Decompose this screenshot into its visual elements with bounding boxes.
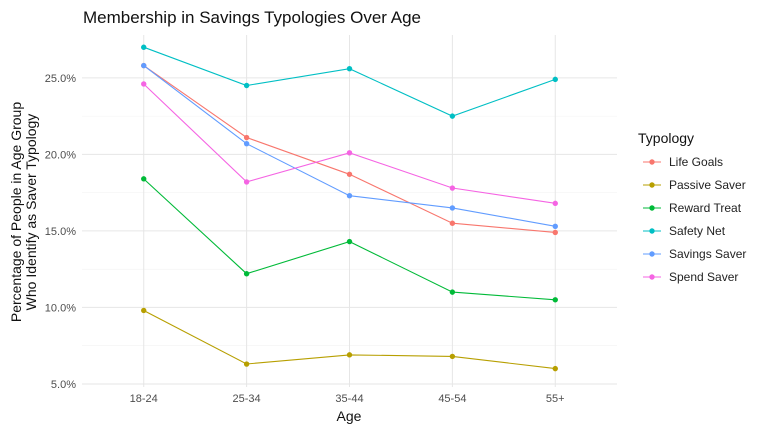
y-tick-label: 10.0% xyxy=(45,302,76,314)
x-axis-title: Age xyxy=(337,408,362,424)
chart-title: Membership in Savings Typologies Over Ag… xyxy=(83,8,421,27)
legend-key-point xyxy=(649,228,655,234)
series-savings-saver xyxy=(141,62,558,230)
legend-label: Reward Treat xyxy=(669,201,742,215)
legend-item: Savings Saver xyxy=(643,247,746,261)
data-point xyxy=(141,307,147,314)
legend-item: Passive Saver xyxy=(643,178,746,192)
legend-label: Savings Saver xyxy=(669,247,746,261)
x-tick-label: 55+ xyxy=(546,393,565,405)
legend-key-point xyxy=(649,159,655,165)
data-point xyxy=(243,140,250,147)
data-point xyxy=(141,62,147,69)
data-point xyxy=(552,76,558,83)
series-lines xyxy=(141,44,558,372)
y-tick-label: 5.0% xyxy=(51,379,76,391)
data-point xyxy=(449,289,456,295)
data-point xyxy=(449,185,456,191)
data-point xyxy=(346,65,353,72)
series-passive-saver xyxy=(141,307,558,372)
data-point xyxy=(346,171,353,177)
y-tick-label: 15.0% xyxy=(45,226,76,238)
y-axis-title-line-2: Who Identify as Saver Typology xyxy=(23,114,39,311)
series-safety-net xyxy=(141,44,558,119)
data-point xyxy=(449,113,456,119)
data-point xyxy=(141,81,147,87)
data-point xyxy=(243,134,250,141)
data-point xyxy=(243,361,250,367)
legend-item: Safety Net xyxy=(643,224,726,238)
x-tick-label: 35-44 xyxy=(335,393,363,405)
data-point xyxy=(243,82,250,89)
legend-item: Reward Treat xyxy=(643,201,742,215)
legend-label: Spend Saver xyxy=(669,270,738,284)
data-point xyxy=(346,150,353,156)
data-point xyxy=(141,176,147,182)
legend-label: Safety Net xyxy=(669,224,726,238)
data-point xyxy=(552,297,558,303)
data-point xyxy=(449,220,456,226)
legend-label: Life Goals xyxy=(669,155,723,169)
y-tick-label: 20.0% xyxy=(45,149,76,161)
legend-item: Spend Saver xyxy=(643,270,738,284)
axis-ticks: 5.0% 10.0% 15.0% 20.0% 25.0% 18-24 25-34 35-44 4… xyxy=(45,73,565,405)
data-point xyxy=(552,365,558,372)
legend-key-point xyxy=(649,274,655,280)
series-spend-saver xyxy=(141,81,558,207)
data-point xyxy=(346,352,353,358)
y-tick-label: 25.0% xyxy=(45,73,76,85)
data-point xyxy=(243,271,250,277)
data-point xyxy=(552,229,558,236)
legend-key-point xyxy=(649,251,655,257)
data-point xyxy=(346,192,353,199)
y-axis-title-line-1: Percentage of People in Age Group xyxy=(8,102,24,322)
data-point xyxy=(552,223,558,230)
data-point xyxy=(141,44,147,50)
series-reward-treat xyxy=(141,176,558,303)
y-axis-title: Percentage of People in Age Group Who Id… xyxy=(8,102,39,322)
legend-item: Life Goals xyxy=(643,155,723,169)
data-point xyxy=(449,353,456,360)
x-tick-label: 25-34 xyxy=(233,393,261,405)
legend-label: Passive Saver xyxy=(669,178,746,192)
legend-title: Typology xyxy=(638,130,694,146)
x-tick-label: 45-54 xyxy=(438,393,466,405)
legend-key-point xyxy=(649,205,655,211)
grid-lines xyxy=(82,35,617,387)
x-tick-label: 18-24 xyxy=(130,393,158,405)
data-point xyxy=(346,238,353,245)
legend: Typology Life Goals Passive Saver Reward T… xyxy=(638,130,746,284)
data-point xyxy=(552,200,558,207)
data-point xyxy=(449,205,456,211)
data-point xyxy=(243,179,250,185)
legend-key-point xyxy=(649,182,655,188)
